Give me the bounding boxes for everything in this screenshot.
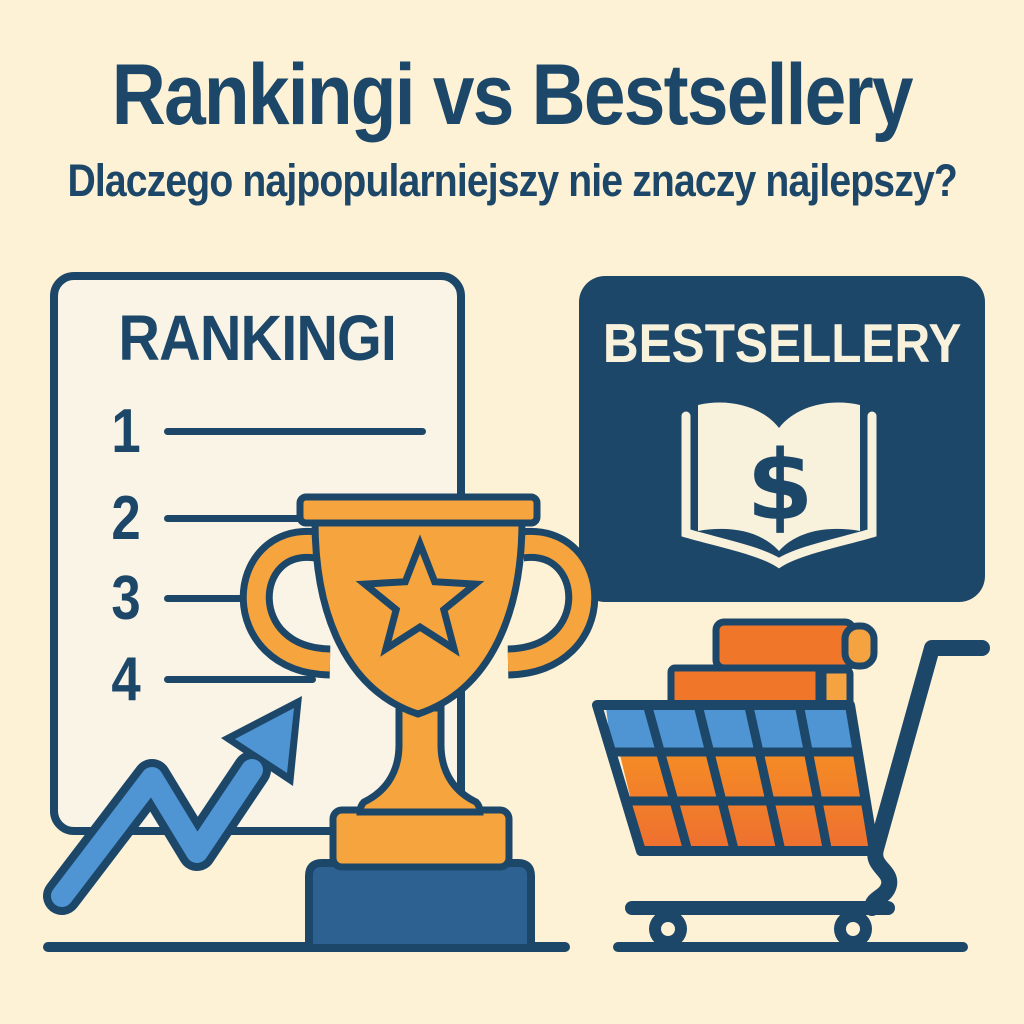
open-book-icon: $ — [681, 402, 877, 569]
rank-item-2: 2 — [94, 483, 426, 553]
trophy-icon — [239, 493, 599, 952]
shopping-cart-icon — [592, 618, 990, 948]
page-title: Rankingi vs Bestsellery — [111, 47, 914, 143]
basket-grid — [611, 704, 866, 852]
trophy-cup — [311, 517, 526, 718]
trophy-stem — [356, 704, 484, 816]
star-icon — [355, 534, 485, 657]
rank-line — [164, 675, 316, 683]
trophy-base — [329, 806, 513, 871]
trophy-handle-right — [507, 535, 592, 672]
badge-heading: BESTSELLERY — [602, 312, 962, 374]
trophy-rim — [296, 493, 541, 527]
rank-item-4: 4 — [94, 644, 316, 714]
rank-line — [164, 594, 259, 602]
bestsellery-badge: BESTSELLERY $ — [579, 276, 985, 602]
rank-line — [164, 514, 426, 522]
rank-number: 1 — [111, 396, 141, 466]
book-pages — [698, 402, 860, 551]
rank-line — [164, 427, 426, 435]
cart-handle — [864, 640, 990, 916]
rank-item-1: 1 — [94, 396, 426, 466]
rank-number: 4 — [111, 644, 141, 714]
rank-number: 3 — [111, 563, 141, 633]
page-subtitle: Dlaczego najpopularniejszy nie znaczy na… — [67, 155, 957, 206]
trophy-handle-left — [246, 535, 331, 672]
trophy-pedestal — [305, 859, 535, 952]
dollar-sign-icon: $ — [747, 430, 814, 542]
rank-item-3: 3 — [94, 563, 259, 633]
book-cover — [681, 411, 877, 569]
books-icon — [667, 618, 878, 710]
rank-number: 2 — [111, 483, 141, 553]
rankings-heading: RANKINGI — [118, 302, 397, 374]
growth-arrow-icon — [43, 696, 302, 915]
books-in-cart-blue — [606, 708, 858, 753]
